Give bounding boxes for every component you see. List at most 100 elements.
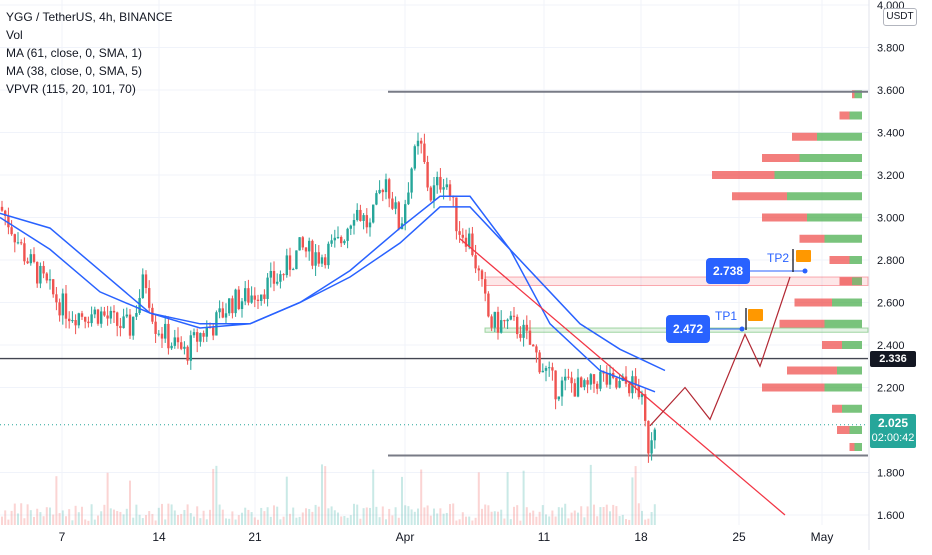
volume-bar: [58, 513, 61, 525]
candle-body: [343, 240, 346, 244]
candle-body: [0, 206, 4, 211]
volume-bar: [173, 510, 176, 525]
candle-body: [528, 330, 532, 345]
candle-body: [202, 333, 205, 337]
candle-body: [180, 342, 183, 349]
volume-bar: [397, 517, 400, 525]
candle-body: [285, 255, 288, 276]
candle-body: [490, 316, 493, 328]
tp2-price-box[interactable]: 2.738: [706, 258, 750, 284]
legend-vol: Vol: [6, 28, 23, 42]
candle-body: [615, 377, 618, 388]
candle-body: [384, 179, 388, 193]
time-axis[interactable]: 7 14 21 Apr 11 18 25 May: [59, 530, 834, 544]
volume-bar: [218, 504, 221, 525]
volume-bar: [116, 511, 119, 525]
vpvr-buy-bar: [817, 132, 862, 141]
currency-unit-button[interactable]: USDT: [883, 8, 917, 26]
date-tick-label: 18: [634, 530, 648, 544]
legend-vpvr: VPVR (115, 20, 101, 70): [6, 82, 136, 96]
volume-bar: [333, 510, 336, 525]
tp2-label[interactable]: TP2: [767, 251, 790, 265]
volume-bar: [561, 507, 563, 525]
candle-body: [260, 294, 263, 302]
trendline[interactable]: [459, 238, 786, 516]
candle-body: [608, 372, 612, 385]
volume-bar: [375, 506, 378, 525]
volume-bar: [193, 516, 195, 525]
volume-bar: [42, 516, 45, 525]
candle-body: [301, 237, 304, 248]
volume-bar: [36, 508, 39, 525]
tp1-price-box[interactable]: 2.472: [666, 315, 710, 343]
candle-body: [90, 314, 93, 324]
volume-bar: [183, 510, 186, 525]
candle-body: [324, 257, 327, 266]
candle-body: [557, 396, 560, 400]
vpvr-buy-bar: [849, 111, 862, 120]
volume-bar: [26, 504, 29, 525]
volume-bar: [244, 507, 247, 525]
candle-body: [480, 270, 484, 280]
candle-body: [573, 383, 576, 397]
volume-bar: [49, 507, 51, 525]
candle-body: [224, 313, 228, 318]
volume-bar: [186, 504, 189, 525]
price-tick-label: 2.200: [877, 383, 905, 395]
candle-body: [346, 228, 349, 241]
candle-body: [509, 315, 512, 320]
volume-bar: [337, 512, 339, 525]
projection-path[interactable]: [649, 276, 791, 427]
candle-body: [212, 327, 215, 336]
volume-bar: [295, 517, 298, 525]
volume-bar: [644, 519, 647, 525]
candle-body: [247, 288, 250, 303]
price-tick-label: 3.200: [877, 170, 905, 182]
volume-bar: [385, 519, 387, 525]
volume-bar: [231, 511, 234, 525]
volume-bar: [257, 519, 259, 525]
tp1-label[interactable]: TP1: [715, 309, 738, 323]
volume-bar: [263, 511, 266, 525]
candle-body: [429, 187, 432, 201]
volume-bar: [509, 519, 512, 525]
candle-body: [506, 319, 509, 322]
candle-body: [266, 277, 269, 299]
vpvr-buy-bar: [842, 404, 862, 413]
volume-bar: [413, 511, 416, 525]
candle-body: [320, 257, 324, 264]
price-tick-label: 2.800: [877, 255, 905, 267]
volume-bar: [609, 511, 611, 525]
volume-bar: [541, 505, 544, 525]
candle-body: [496, 311, 500, 333]
volume-bar: [490, 511, 493, 525]
volume-bar: [557, 507, 560, 525]
volume-bar: [519, 520, 522, 525]
candle-body: [618, 380, 621, 388]
volume-bar: [429, 515, 432, 525]
volume-bar: [426, 505, 429, 525]
candle-body: [576, 377, 580, 397]
volume-bar: [292, 507, 295, 525]
candle-body: [551, 367, 554, 371]
volume-bar: [471, 520, 474, 525]
candles: [0, 132, 656, 463]
volume-bar: [234, 519, 237, 525]
candle-body: [586, 380, 589, 385]
horizontal-levels[interactable]: [0, 90, 868, 457]
volume-bar: [481, 508, 483, 525]
candle-body: [103, 311, 106, 316]
candle-body: [167, 323, 170, 349]
legend-ma-38: MA (38, close, 0, SMA, 5): [6, 64, 143, 78]
candle-body: [240, 301, 244, 310]
candle-body: [394, 202, 397, 209]
price-tick-label: 2.400: [877, 340, 905, 352]
candle-body: [448, 184, 452, 196]
vpvr-sell-bar: [849, 443, 855, 451]
candle-body: [640, 394, 644, 398]
candle-body: [541, 370, 544, 373]
volume-bar: [170, 504, 173, 525]
candle-body: [42, 265, 45, 274]
